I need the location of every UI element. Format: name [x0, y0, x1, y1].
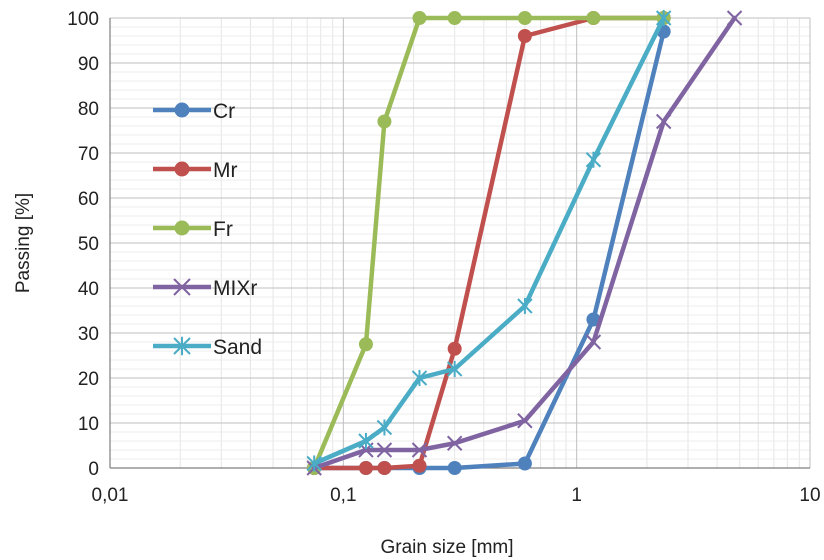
- data-point: [174, 161, 190, 177]
- data-point-stroke: [585, 334, 602, 350]
- data-point-stroke: [726, 10, 743, 26]
- data-point: [173, 278, 191, 296]
- legend-label: MIXr: [213, 277, 257, 300]
- x-tick-label: 0,01: [92, 485, 129, 506]
- data-point: [655, 113, 672, 130]
- x-tick-label: 0,1: [330, 485, 356, 506]
- y-tick-label: 50: [78, 234, 99, 255]
- legend-item-fr: Fr: [153, 218, 233, 241]
- data-point: [447, 11, 462, 25]
- legend-item-cr: Cr: [153, 100, 235, 123]
- y-tick-label: 100: [67, 9, 99, 30]
- legend-label: Sand: [213, 336, 262, 359]
- data-point: [446, 435, 463, 451]
- data-point-stroke: [411, 442, 428, 458]
- series-cr: [307, 24, 671, 475]
- x-axis-title: Grain size [mm]: [380, 537, 513, 558]
- y-tick-label: 60: [78, 189, 99, 210]
- data-point-stroke: [173, 278, 191, 296]
- data-point: [306, 455, 322, 472]
- x-tick-labels: 0,01 0,1 1 10: [92, 485, 821, 506]
- data-point: [585, 151, 602, 168]
- series-line: [311, 29, 666, 471]
- legend-label: Cr: [213, 100, 235, 123]
- data-point: [447, 341, 462, 356]
- legend-item-sand: Sand: [153, 336, 262, 359]
- data-point: [174, 102, 190, 118]
- y-tick-label: 40: [78, 279, 99, 300]
- data-point: [586, 11, 601, 25]
- data-point: [446, 360, 463, 378]
- data-point: [376, 442, 393, 458]
- data-point: [412, 11, 427, 25]
- x-tick-label: 1: [571, 485, 582, 506]
- y-tick-labels: 0 10 20 30 40 50 60 70 80 90 100: [67, 9, 99, 480]
- data-point: [376, 419, 393, 436]
- x-tick-label: 10: [799, 485, 820, 506]
- y-axis-title: Passing [%]: [13, 193, 34, 293]
- series-mixr: [306, 10, 743, 476]
- gridlines: [109, 17, 811, 469]
- data-point: [447, 461, 462, 475]
- data-point-stroke: [517, 413, 533, 429]
- data-point-stroke: [655, 113, 672, 130]
- y-tick-label: 10: [78, 414, 99, 435]
- data-point: [517, 456, 532, 471]
- data-point: [173, 336, 191, 356]
- data-point: [411, 369, 428, 387]
- legend: Cr Mr Fr MIXr Sand: [153, 100, 262, 359]
- y-tick-label: 20: [78, 369, 99, 390]
- legend-label: Mr: [213, 159, 238, 182]
- series-sand: [306, 9, 672, 472]
- data-point: [358, 461, 373, 475]
- data-point: [517, 29, 532, 43]
- data-point: [412, 458, 427, 473]
- data-point: [726, 10, 743, 26]
- data-point: [358, 337, 373, 352]
- data-point-stroke: [376, 442, 393, 458]
- legend-item-mixr: MIXr: [153, 277, 257, 300]
- series-line: [311, 15, 666, 471]
- y-tick-label: 30: [78, 324, 99, 345]
- y-tick-label: 0: [88, 459, 99, 480]
- data-point: [174, 220, 190, 236]
- data-point: [517, 413, 533, 429]
- data-point: [377, 114, 392, 129]
- data-point: [655, 9, 672, 27]
- data-point-stroke: [446, 435, 463, 451]
- y-tick-label: 70: [78, 144, 99, 165]
- data-point: [517, 11, 532, 25]
- y-tick-label: 90: [78, 54, 99, 75]
- data-point: [411, 442, 428, 458]
- data-point: [517, 297, 533, 315]
- data-point: [377, 461, 392, 475]
- legend-label: Fr: [213, 218, 233, 241]
- data-point: [585, 334, 602, 350]
- legend-item-mr: Mr: [153, 159, 238, 182]
- data-point: [358, 432, 374, 450]
- y-tick-label: 80: [78, 99, 99, 120]
- series-group: [306, 9, 743, 476]
